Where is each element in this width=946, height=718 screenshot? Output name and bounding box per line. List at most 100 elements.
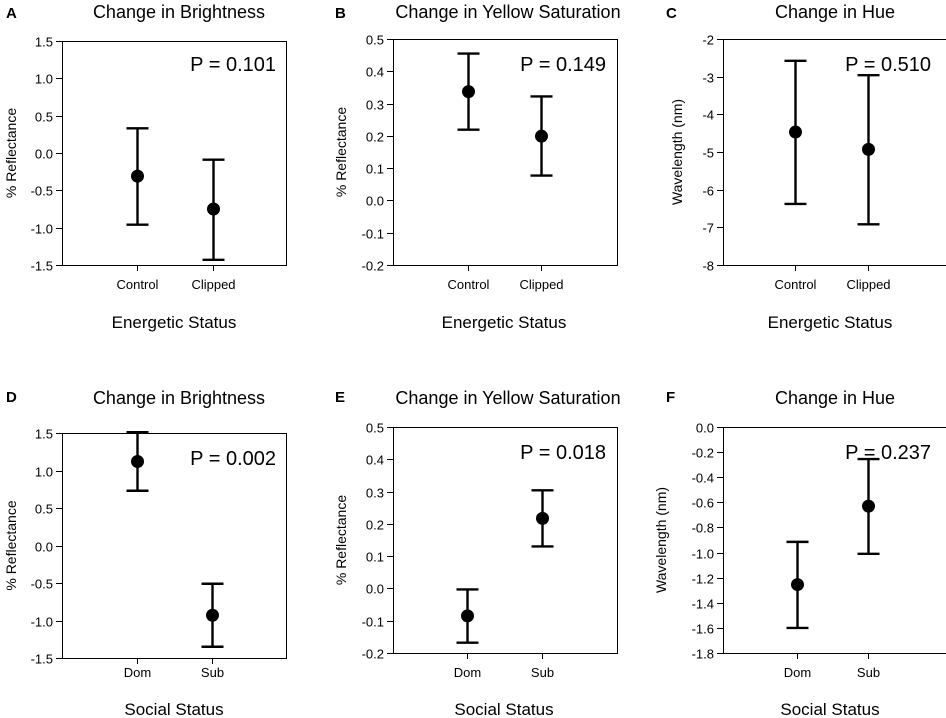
y-tick-label: -0.6 [692, 496, 714, 511]
y-tick-label: 0.2 [366, 518, 384, 533]
panel-letter: A [6, 5, 17, 22]
y-tick-label: -0.1 [362, 227, 384, 242]
y-tick-label: -0.2 [692, 446, 714, 461]
data-point [862, 499, 875, 513]
chart-title: Change in Hue [775, 2, 895, 22]
p-value-label: P = 0.510 [845, 54, 931, 76]
y-axis-title: % Reflectance [3, 108, 19, 198]
y-tick-label: 0.0 [366, 194, 384, 209]
data-point [536, 511, 549, 525]
y-tick-label: -0.5 [31, 577, 53, 592]
y-axis-title: % Reflectance [333, 495, 349, 585]
data-point [862, 142, 875, 156]
x-tick-label: Sub [857, 665, 880, 680]
y-axis-title: Wavelength (nm) [653, 487, 669, 593]
y-tick-label: -3 [702, 71, 714, 86]
y-tick-label: 0.0 [35, 540, 53, 555]
x-tick-label: Control [775, 277, 817, 292]
data-point [461, 609, 474, 623]
y-tick-label: -6 [702, 184, 714, 199]
data-point [131, 455, 144, 468]
data-point [535, 129, 548, 143]
x-tick-label: Dom [784, 665, 811, 680]
x-axis-title: Energetic Status [112, 313, 237, 332]
plot-frame [393, 39, 618, 266]
panel-b: B Change in Yellow Saturation -0.2 -0.1 0.0 0… [333, 2, 621, 332]
y-tick-label: -2 [702, 33, 714, 48]
y-tick-label: -0.8 [692, 521, 714, 536]
x-axis-title: Energetic Status [768, 313, 893, 332]
data-point [206, 608, 219, 622]
y-tick-label: 0.5 [366, 421, 384, 436]
y-tick-label: 0.5 [35, 110, 53, 125]
y-tick-label: -1.8 [692, 647, 714, 662]
y-tick-label: -5 [702, 146, 714, 161]
p-value-label: P = 0.101 [190, 54, 276, 76]
y-tick-label: 0.3 [366, 486, 384, 501]
y-tick-label: -4 [702, 108, 714, 123]
panel-c: C Change in Hue -8 -7 -6 -5 -4 -3 -2 Wavelength (… [666, 2, 946, 332]
y-tick-label: 1.5 [35, 427, 53, 442]
y-tick-label: 0.4 [366, 65, 384, 80]
y-tick-label: 0.0 [366, 582, 384, 597]
plot-frame [723, 427, 946, 654]
chart-title: Change in Brightness [93, 388, 265, 408]
plot-frame [723, 39, 946, 266]
data-point [207, 202, 220, 216]
panel-d: D Change in Brightness -1.5 -1.0 -0.5 0.0 0.5 1… [3, 388, 287, 718]
y-tick-label: -1.5 [31, 259, 53, 274]
y-tick-label: -1.0 [31, 615, 53, 630]
plot-frame [393, 427, 618, 654]
chart-title: Change in Yellow Saturation [395, 388, 620, 408]
p-value-label: P = 0.237 [845, 442, 931, 464]
y-tick-label: -1.6 [692, 622, 714, 637]
x-axis-title: Energetic Status [442, 313, 567, 332]
x-tick-label: Clipped [846, 277, 890, 292]
y-tick-label: 0.0 [696, 421, 714, 436]
y-tick-label: -7 [702, 221, 714, 236]
x-tick-label: Control [448, 277, 490, 292]
x-axis-title: Social Status [454, 700, 553, 718]
chart-title: Change in Yellow Saturation [395, 2, 620, 22]
y-axis-title: Wavelength (nm) [669, 99, 685, 205]
y-tick-label: -1.0 [31, 222, 53, 237]
y-tick-label: 1.0 [35, 72, 53, 87]
y-tick-label: -1.4 [692, 597, 714, 612]
panel-a: A Change in Brightness -1.5 -1.0 -0.5 0.0 0.5 1… [3, 2, 287, 332]
y-axis-title: % Reflectance [3, 500, 19, 590]
x-axis-title: Social Status [780, 700, 879, 718]
y-tick-label: 0.1 [366, 550, 384, 565]
x-tick-label: Sub [201, 665, 224, 680]
panel-letter: C [666, 5, 677, 22]
y-tick-label: 0.2 [366, 130, 384, 145]
y-tick-label: 0.5 [366, 33, 384, 48]
panel-f: F Change in Hue -1.8 -1.6 -1.4 -1.2 -1.0 -0.8 -0… [653, 388, 946, 718]
x-tick-label: Dom [124, 665, 151, 680]
x-tick-label: Control [117, 277, 159, 292]
x-tick-label: Clipped [519, 277, 563, 292]
panel-letter: B [335, 5, 346, 22]
p-value-label: P = 0.018 [520, 442, 606, 464]
y-tick-label: 1.0 [35, 465, 53, 480]
y-tick-label: -1.5 [31, 652, 53, 667]
x-tick-label: Dom [454, 665, 481, 680]
y-tick-label: -0.1 [362, 615, 384, 630]
plot-frame [62, 433, 287, 659]
p-value-label: P = 0.149 [520, 54, 606, 76]
y-axis-title: % Reflectance [333, 107, 349, 197]
y-tick-label: 0.1 [366, 162, 384, 177]
data-point [791, 578, 804, 592]
y-tick-label: 0.5 [35, 502, 53, 517]
y-tick-label: 0.0 [35, 147, 53, 162]
chart-title: Change in Brightness [93, 2, 265, 22]
x-tick-label: Clipped [191, 277, 235, 292]
chart-title: Change in Hue [775, 388, 895, 408]
panel-letter: D [6, 389, 17, 406]
data-point [789, 125, 802, 139]
x-axis-title: Social Status [124, 700, 223, 718]
panel-letter: E [335, 389, 345, 406]
y-tick-label: -1.2 [692, 572, 714, 587]
x-tick-label: Sub [531, 665, 554, 680]
y-tick-label: 0.4 [366, 453, 384, 468]
